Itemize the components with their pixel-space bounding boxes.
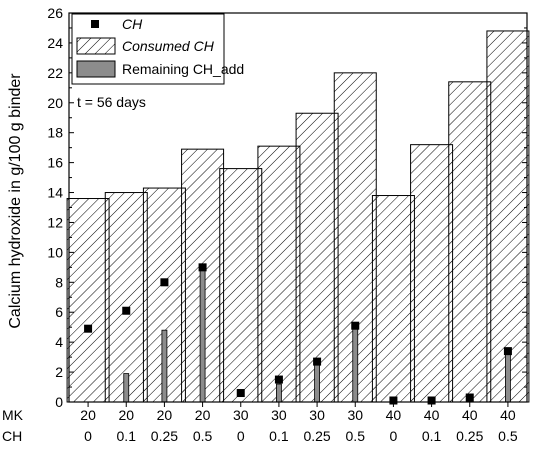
ch-row-label: CH: [2, 428, 22, 444]
consumed-ch-bar: [219, 168, 263, 403]
remaining-ch-add-bar: [314, 362, 320, 403]
mk-row-label: MK: [2, 407, 24, 423]
x-tick-label-mk: 40: [462, 407, 478, 423]
x-tick-label-mk: 30: [309, 407, 325, 423]
y-tick-label: 2: [55, 364, 63, 380]
x-tick-label-mk: 40: [386, 407, 402, 423]
ch-marker: [236, 389, 245, 398]
x-tick-label-mk: 30: [271, 407, 287, 423]
x-tick-label-mk: 20: [80, 407, 96, 423]
y-tick-label: 10: [47, 244, 63, 260]
ch-marker: [503, 347, 512, 356]
y-tick-label: 16: [47, 155, 63, 171]
y-tick-label: 26: [47, 5, 63, 21]
plot-area: [66, 30, 530, 405]
y-tick-label: 22: [47, 65, 63, 81]
x-tick-label-mk: 30: [233, 407, 249, 423]
x-tick-label-ch: 0.1: [117, 428, 137, 444]
x-tick-label-ch: 0: [390, 428, 398, 444]
consumed-ch-bar: [371, 195, 415, 403]
legend: CH Consumed CH Remaining CH_add: [71, 13, 244, 85]
ch-marker: [427, 396, 436, 405]
remaining-ch-add-bar: [199, 266, 206, 403]
remaining-ch-add-bar: [123, 373, 130, 403]
x-tick-label-mk: 20: [118, 407, 134, 423]
x-tick-label-ch: 0: [237, 428, 245, 444]
ch-marker: [122, 306, 131, 315]
x-tick-label-mk: 40: [500, 407, 516, 423]
ch-marker: [84, 324, 93, 333]
y-tick-label: 18: [47, 125, 63, 141]
x-tick-label-ch: 0.25: [456, 428, 483, 444]
consumed-ch-bar: [448, 81, 492, 403]
remaining-ch-add-bar: [505, 350, 511, 403]
legend-remaining-label: Remaining CH_add: [122, 61, 244, 77]
x-tick-label-ch: 0.1: [269, 428, 289, 444]
legend-consumed-label: Consumed CH: [122, 38, 215, 54]
legend-consumed-swatch: [76, 37, 116, 55]
ch-marker: [198, 263, 207, 272]
x-tick-label-ch: 0.25: [151, 428, 178, 444]
x-tick-label-mk: 30: [347, 407, 363, 423]
consumed-ch-bar: [104, 192, 148, 403]
consumed-ch-bar: [486, 30, 530, 403]
consumed-ch-bar: [66, 198, 110, 403]
ch-marker: [160, 278, 169, 287]
x-tick-label-ch: 0.1: [422, 428, 442, 444]
y-tick-label: 20: [47, 95, 63, 111]
x-tick-label-mk: 40: [424, 407, 440, 423]
consumed-ch-bar: [410, 144, 454, 403]
x-tick-label-mk: 20: [195, 407, 211, 423]
y-tick-label: 24: [47, 35, 63, 51]
y-tick-label: 12: [47, 214, 63, 230]
legend-remaining-swatch: [76, 60, 116, 78]
consumed-ch-bar: [295, 112, 339, 403]
x-tick-label-ch: 0: [84, 428, 92, 444]
x-tick-label-mk: 20: [157, 407, 173, 423]
remaining-ch-add-bar: [352, 326, 359, 403]
consumed-ch-bar: [257, 145, 301, 403]
x-tick-label-ch: 0.25: [303, 428, 330, 444]
y-tick-label: 6: [55, 304, 63, 320]
ch-marker: [313, 357, 322, 366]
remaining-ch-add-bar: [161, 329, 168, 403]
ch-marker: [389, 396, 398, 405]
legend-ch-label: CH: [122, 16, 143, 32]
y-tick-label: 8: [55, 274, 63, 290]
y-axis-title: Calcium hydroxide in g/100 g binder: [7, 73, 24, 329]
annotation-text: t = 56 days: [77, 94, 146, 110]
y-tick-label: 4: [55, 334, 63, 350]
ch-marker: [465, 393, 474, 402]
remaining-ch-add-bar: [276, 383, 282, 403]
y-tick-label: 0: [55, 394, 63, 410]
ch-marker: [351, 321, 360, 330]
legend-ch-marker: [91, 20, 99, 28]
y-tick-label: 14: [47, 185, 63, 201]
x-tick-label-ch: 0.5: [193, 428, 213, 444]
x-tick-label-ch: 0.5: [346, 428, 366, 444]
x-axis: 20 0 20 0.1 20 0.25 20 0.5 30 0 30 0.1 30 0.25 30 0.5 40…: [80, 402, 518, 444]
ch-marker: [274, 375, 283, 384]
x-tick-label-ch: 0.5: [498, 428, 518, 444]
